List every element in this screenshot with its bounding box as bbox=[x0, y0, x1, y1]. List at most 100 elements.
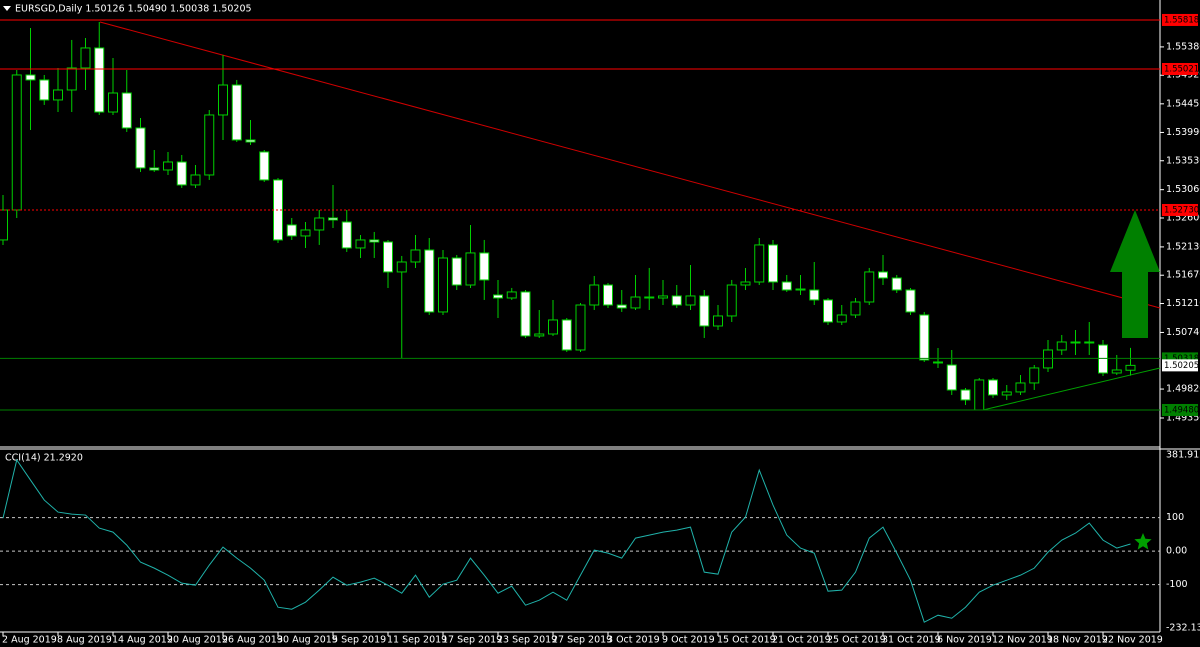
menu-triangle bbox=[3, 6, 11, 11]
level-label: 1.49480 bbox=[1164, 405, 1199, 415]
x-tick-label: 15 Oct 2019 bbox=[717, 635, 776, 646]
y-tick-label: -100 bbox=[1166, 579, 1188, 590]
level-label: 1.50318 bbox=[1164, 354, 1199, 364]
candle-body bbox=[905, 289, 916, 313]
y-tick-label: 1.55380 bbox=[1166, 41, 1200, 52]
y-tick-label: 100 bbox=[1166, 512, 1184, 523]
y-tick-label: 1.52600 bbox=[1166, 212, 1200, 223]
candle-body bbox=[355, 239, 366, 249]
y-tick-label: 381.9123 bbox=[1166, 450, 1200, 461]
candle-body bbox=[671, 295, 682, 306]
x-tick-label: 23 Sep 2019 bbox=[497, 635, 557, 646]
candle-body bbox=[0, 209, 8, 241]
candle-body bbox=[451, 257, 462, 286]
candle-body bbox=[561, 319, 572, 351]
candle-body bbox=[644, 296, 655, 299]
candle-body bbox=[891, 277, 902, 291]
candle-body bbox=[149, 167, 160, 171]
candle-body bbox=[314, 217, 325, 231]
candle-body bbox=[383, 241, 393, 273]
current-price-box bbox=[1162, 359, 1198, 372]
y-tick-label: 1.51210 bbox=[1166, 298, 1200, 309]
y-tick-label: 1.54920 bbox=[1166, 70, 1200, 81]
candle-body bbox=[80, 47, 91, 69]
candle-body bbox=[713, 315, 723, 327]
candle-body bbox=[25, 74, 36, 81]
candle-body bbox=[630, 296, 641, 309]
indicator-title: CCI(14) 21.2920 bbox=[5, 453, 83, 464]
candle-body bbox=[768, 244, 778, 283]
x-tick-label: 30 Aug 2019 bbox=[277, 635, 338, 646]
candle-body bbox=[781, 281, 792, 291]
candle-body bbox=[933, 361, 943, 364]
candle-body bbox=[575, 304, 586, 351]
level-label-box bbox=[1162, 13, 1198, 26]
candle-body bbox=[1070, 341, 1081, 344]
candle-body bbox=[341, 221, 352, 249]
candle-body bbox=[465, 252, 476, 286]
candle-body bbox=[410, 249, 421, 263]
candle-body bbox=[850, 301, 861, 316]
candle-body bbox=[11, 74, 22, 211]
candle-body bbox=[754, 244, 765, 283]
level-label: 1.55818 bbox=[1164, 15, 1199, 25]
candle-body bbox=[1111, 369, 1122, 374]
current-price-label: 1.50205 bbox=[1164, 361, 1199, 371]
candle-body bbox=[66, 67, 77, 91]
candle-body bbox=[1098, 344, 1108, 374]
x-tick-label: 11 Sep 2019 bbox=[387, 635, 447, 646]
trend-line bbox=[99, 21, 1161, 309]
y-tick-label: -232.1305 bbox=[1166, 623, 1200, 634]
candle-body bbox=[1001, 391, 1012, 396]
y-tick-label: 1.51670 bbox=[1166, 270, 1200, 281]
x-tick-label: 20 Aug 2019 bbox=[167, 635, 228, 646]
candle-body bbox=[231, 84, 242, 141]
candle-body bbox=[424, 249, 435, 313]
candle-body bbox=[53, 89, 63, 101]
candle-body bbox=[809, 289, 820, 301]
cci-line bbox=[2, 458, 1131, 623]
candle-body bbox=[245, 139, 256, 143]
candle-body bbox=[176, 161, 187, 186]
y-tick-label: 1.53990 bbox=[1166, 127, 1200, 138]
candle-body bbox=[946, 364, 957, 391]
chart-title: EURSGD,Daily 1.50126 1.50490 1.50038 1.5… bbox=[15, 4, 252, 15]
level-label-box bbox=[1162, 63, 1198, 75]
y-tick-label: 1.53060 bbox=[1166, 184, 1200, 195]
candle-body bbox=[974, 379, 985, 411]
y-tick-label: 1.49820 bbox=[1166, 384, 1200, 395]
x-tick-label: 5 Sep 2019 bbox=[332, 635, 386, 646]
candle-body bbox=[658, 295, 668, 299]
x-tick-label: 9 Oct 2019 bbox=[662, 635, 715, 646]
x-tick-label: 17 Sep 2019 bbox=[442, 635, 502, 646]
star-icon bbox=[1134, 533, 1152, 550]
candle-body bbox=[328, 217, 338, 221]
candle-body bbox=[726, 284, 737, 317]
x-tick-label: 6 Nov 2019 bbox=[937, 635, 992, 646]
y-tick-label: 1.52130 bbox=[1166, 241, 1200, 252]
candle-body bbox=[616, 304, 627, 309]
candle-body bbox=[506, 291, 517, 299]
candle-body bbox=[1125, 364, 1136, 371]
y-tick-label: 1.50740 bbox=[1166, 327, 1200, 338]
candle-body bbox=[300, 229, 311, 237]
level-label-box bbox=[1162, 203, 1198, 216]
candle-body bbox=[259, 151, 270, 181]
candle-body bbox=[919, 314, 930, 361]
x-tick-label: 27 Sep 2019 bbox=[552, 635, 612, 646]
candle-body bbox=[39, 79, 50, 101]
candle-body bbox=[396, 261, 407, 273]
candle-body bbox=[1056, 341, 1067, 351]
x-tick-label: 26 Aug 2019 bbox=[222, 635, 283, 646]
candle-body bbox=[603, 284, 613, 306]
candle-body bbox=[135, 127, 146, 169]
level-label: 1.52730 bbox=[1164, 205, 1199, 215]
x-tick-label: 18 Nov 2019 bbox=[1047, 635, 1108, 646]
level-label-box bbox=[1162, 403, 1198, 416]
candle-body bbox=[163, 161, 173, 171]
x-tick-label: 12 Nov 2019 bbox=[992, 635, 1053, 646]
x-tick-label: 8 Aug 2019 bbox=[57, 635, 112, 646]
y-tick-label: 0.00 bbox=[1166, 546, 1187, 557]
